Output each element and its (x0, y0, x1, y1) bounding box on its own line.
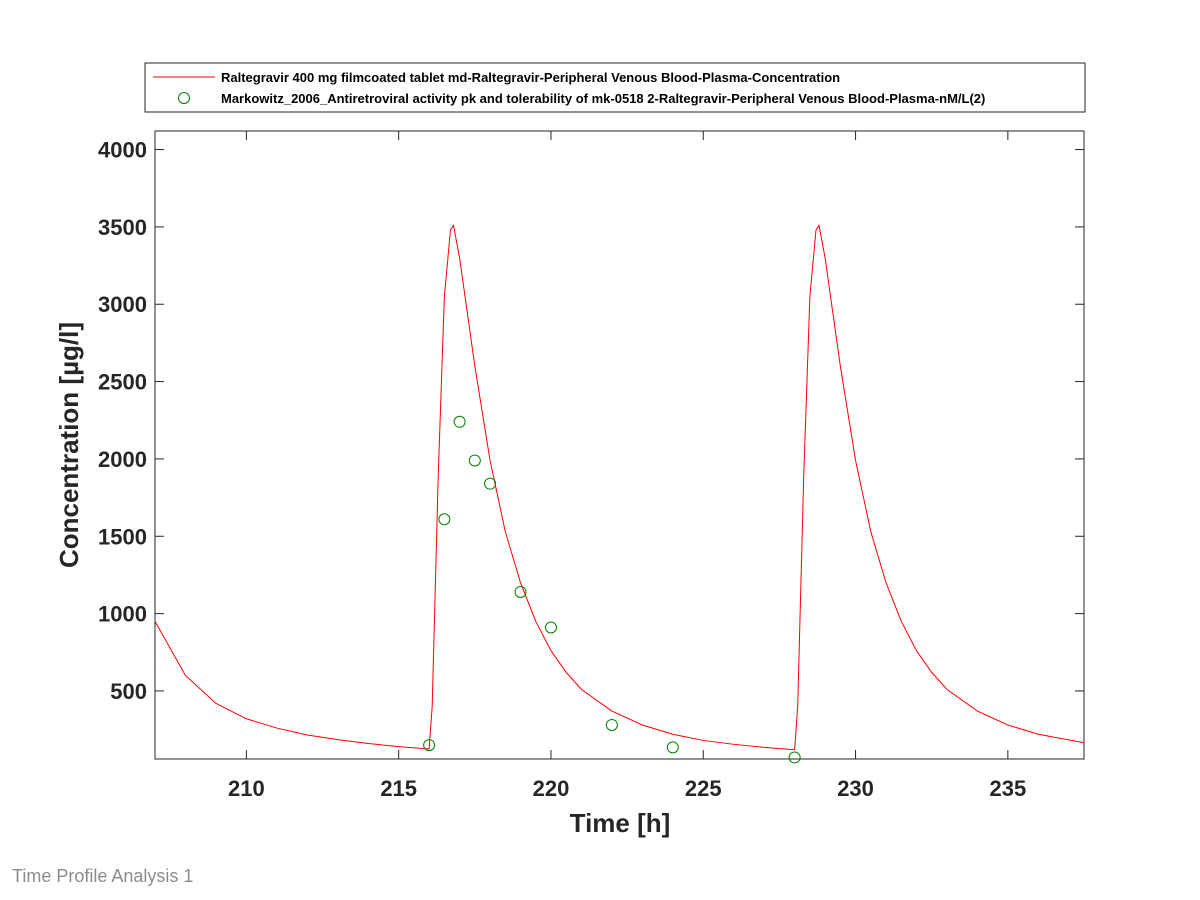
legend-entry-simulation: Raltegravir 400 mg filmcoated tablet md-… (221, 70, 840, 85)
x-axis-label: Time [h] (570, 808, 671, 838)
x-tick-label: 215 (380, 776, 417, 801)
observed-data-point (514, 585, 527, 598)
legend-box (144, 62, 1086, 113)
series-line-simulation (155, 224, 1084, 751)
observed-data-point (468, 454, 481, 467)
y-tick-labels: 500 1000 1500 2000 2500 3000 3500 4000 (98, 138, 147, 704)
y-tick-label: 3000 (98, 292, 147, 317)
observed-data-point (423, 739, 436, 752)
legend: Raltegravir 400 mg filmcoated tablet md-… (144, 62, 1086, 113)
observed-data-point (453, 415, 466, 428)
y-tick-label: 2000 (98, 447, 147, 472)
axis-ticks (155, 131, 1084, 759)
y-tick-label: 4000 (98, 138, 147, 163)
observed-data-point (666, 741, 679, 754)
x-tick-label: 210 (228, 776, 265, 801)
x-tick-labels: 210 215 220 225 230 235 (228, 776, 1026, 801)
y-tick-label: 1500 (98, 524, 147, 549)
observed-data-point (605, 718, 618, 731)
observed-data-point (788, 751, 801, 764)
x-tick-label: 220 (533, 776, 570, 801)
x-tick-label: 235 (989, 776, 1026, 801)
observed-data-point (484, 477, 497, 490)
legend-entry-observed: Markowitz_2006_Antiretroviral activity p… (221, 91, 985, 106)
y-axis-label: Concentration [µg/l] (54, 322, 84, 568)
y-tick-label: 500 (110, 679, 147, 704)
plot-area (154, 130, 1085, 760)
y-tick-label: 2500 (98, 370, 147, 395)
observed-data-point (544, 621, 557, 634)
x-tick-label: 230 (837, 776, 874, 801)
analysis-title: Time Profile Analysis 1 (12, 866, 194, 886)
series-points-observed (423, 415, 801, 764)
legend-marker-swatch (178, 92, 190, 104)
y-tick-label: 3500 (98, 215, 147, 240)
x-tick-label: 225 (685, 776, 722, 801)
y-tick-label: 1000 (98, 602, 147, 627)
observed-data-point (438, 513, 451, 526)
